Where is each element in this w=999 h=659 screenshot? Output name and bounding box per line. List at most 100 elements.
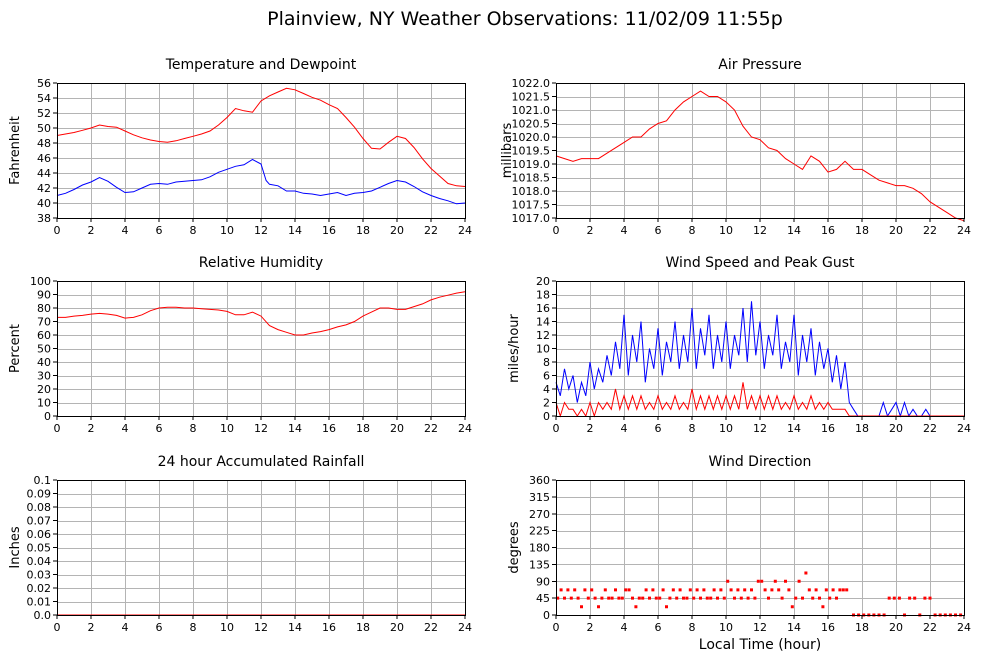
- x-axis-label: Local Time (hour): [699, 637, 821, 653]
- y-tick-label: 0.04: [27, 555, 52, 568]
- data-point: [726, 579, 730, 583]
- y-tick-label: 8: [543, 356, 550, 369]
- data-point: [583, 588, 587, 592]
- x-tick-label: 12: [254, 224, 268, 237]
- y-tick-label: 30: [37, 370, 51, 383]
- y-tick-label: 0.06: [27, 528, 52, 541]
- y-tick-label: 4: [543, 383, 550, 396]
- y-tick-label: 54: [37, 92, 51, 105]
- data-point: [566, 588, 570, 592]
- y-tick-label: 1020.5: [512, 118, 551, 131]
- data-point: [559, 588, 563, 592]
- y-tick-label: 48: [37, 137, 51, 150]
- chart-title: 24 hour Accumulated Rainfall: [158, 454, 365, 470]
- y-tick-label: 0: [543, 410, 550, 423]
- data-point: [828, 596, 832, 600]
- data-point: [811, 596, 815, 600]
- x-tick-label: 14: [288, 621, 302, 634]
- series-line-1: [56, 87, 466, 187]
- y-tick-label: 46: [37, 152, 51, 165]
- data-point: [750, 588, 753, 592]
- y-tick-label: 1019.0: [512, 158, 551, 171]
- data-point: [709, 596, 713, 600]
- x-tick-label: 24: [957, 422, 971, 435]
- data-point: [838, 588, 842, 592]
- data-point: [807, 588, 811, 592]
- x-tick-label: 2: [587, 224, 594, 237]
- x-tick-label: 4: [122, 621, 129, 634]
- y-tick-label: 16: [536, 302, 550, 315]
- x-tick-label: 10: [220, 621, 234, 634]
- data-point: [580, 605, 583, 609]
- x-tick-label: 4: [122, 422, 129, 435]
- y-tick-label: 18: [536, 289, 550, 302]
- data-point: [603, 588, 607, 592]
- x-tick-label: 12: [254, 621, 268, 634]
- x-tick-label: 10: [719, 224, 733, 237]
- data-point: [767, 596, 770, 600]
- x-tick-label: 16: [821, 422, 835, 435]
- data-point: [563, 596, 566, 600]
- data-point: [702, 588, 706, 592]
- y-tick-label: 1018.0: [512, 185, 551, 198]
- y-tick-label: 50: [37, 122, 51, 135]
- data-point: [743, 588, 747, 592]
- y-tick-label: 20: [536, 275, 550, 288]
- x-tick-label: 6: [655, 422, 662, 435]
- chart-title: Temperature and Dewpoint: [165, 57, 357, 73]
- chart-title: Air Pressure: [718, 57, 801, 73]
- data-point: [685, 596, 689, 600]
- y-tick-label: 14: [536, 316, 550, 329]
- x-tick-label: 6: [156, 422, 163, 435]
- data-point: [634, 605, 638, 609]
- x-tick-label: 10: [719, 422, 733, 435]
- x-tick-label: 12: [753, 422, 767, 435]
- x-tick-label: 18: [356, 422, 370, 435]
- x-tick-label: 14: [787, 224, 801, 237]
- x-tick-label: 22: [424, 224, 438, 237]
- data-point: [923, 596, 927, 600]
- y-tick-label: 1021.0: [512, 104, 551, 117]
- y-tick-label: 44: [37, 167, 51, 180]
- y-tick-label: 180: [529, 542, 550, 555]
- data-point: [763, 588, 767, 592]
- data-point: [712, 588, 716, 592]
- x-tick-label: 0: [553, 224, 560, 237]
- y-tick-label: 90: [536, 575, 550, 588]
- data-point: [797, 579, 801, 583]
- data-point: [780, 596, 784, 600]
- y-tick-label: 1021.5: [512, 91, 551, 104]
- data-point: [835, 596, 838, 600]
- chart-temp: 0 2 4 6 8 10 12 14 16 18 20 22 243840424446485052545…: [8, 57, 472, 237]
- y-tick-label: 10: [536, 343, 550, 356]
- data-point: [794, 596, 798, 600]
- x-tick-label: 8: [190, 224, 197, 237]
- x-tick-label: 18: [356, 224, 370, 237]
- y-tick-label: 0.07: [27, 515, 52, 528]
- data-point: [733, 596, 736, 600]
- x-tick-label: 18: [855, 621, 869, 634]
- series-line-2: [56, 158, 466, 205]
- data-point: [586, 596, 590, 600]
- x-tick-label: 22: [923, 422, 937, 435]
- y-axis-label: Fahrenheit: [8, 116, 23, 185]
- data-point: [719, 588, 723, 592]
- data-point: [777, 588, 781, 592]
- data-point: [617, 596, 621, 600]
- y-tick-label: 0.1: [34, 474, 52, 487]
- x-tick-label: 22: [424, 621, 438, 634]
- y-tick-label: 40: [37, 197, 51, 210]
- y-tick-label: 60: [37, 329, 51, 342]
- x-tick-label: 10: [719, 621, 733, 634]
- x-tick-label: 2: [587, 621, 594, 634]
- y-tick-label: 0: [543, 609, 550, 622]
- data-point: [692, 596, 696, 600]
- x-tick-label: 0: [553, 621, 560, 634]
- data-point: [637, 596, 641, 600]
- x-tick-label: 12: [753, 621, 767, 634]
- y-tick-label: 45: [536, 592, 550, 605]
- y-tick-label: 40: [37, 356, 51, 369]
- data-point: [661, 588, 665, 592]
- data-point: [590, 588, 594, 592]
